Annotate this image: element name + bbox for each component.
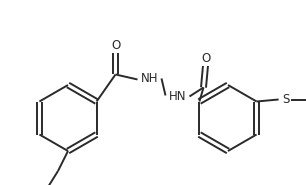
Text: HN: HN — [169, 90, 186, 103]
Text: NH: NH — [141, 72, 158, 85]
Text: O: O — [201, 52, 210, 65]
Text: O: O — [111, 39, 120, 52]
Text: S: S — [282, 93, 289, 106]
